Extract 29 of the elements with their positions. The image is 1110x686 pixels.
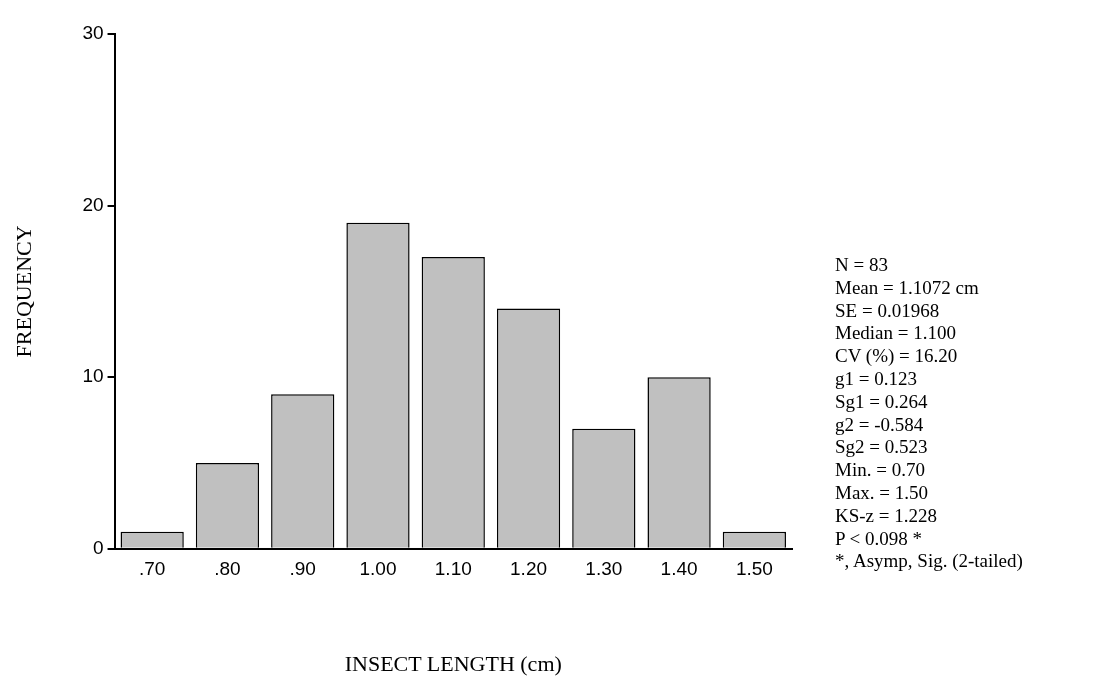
y-tick-label: 0 <box>92 537 104 559</box>
x-tick-label: 1.50 <box>735 558 773 580</box>
text: P < 0.098 * <box>835 527 924 551</box>
y-axis-title: FREQUENCY <box>10 225 36 358</box>
x-tick-label: 1.40 <box>660 558 698 580</box>
text: g1 = 0.123 <box>835 367 918 391</box>
y-tick-label: 30 <box>82 22 104 44</box>
text: Max. = 1.50 <box>835 481 930 505</box>
x-tick-label: .90 <box>289 558 316 580</box>
text: Mean = 1.1072 cm <box>835 276 980 300</box>
text: *, Asymp, Sig. (2-tailed) <box>835 550 1023 574</box>
text: N = 83 <box>835 254 889 277</box>
x-axis-title: INSECT LENGTH (cm) <box>344 650 562 676</box>
text: SE = 0.01968 <box>835 299 941 323</box>
y-tick-label: 20 <box>82 193 104 215</box>
x-tick-label: .70 <box>138 558 166 580</box>
x-tick-label: 1.20 <box>510 558 548 580</box>
text: KS-z = 1.228 <box>835 504 938 528</box>
text: g2 = -0.584 <box>835 413 925 437</box>
x-tick-label: 1.00 <box>359 558 397 580</box>
text: Sg2 = 0.523 <box>835 436 929 460</box>
y-tick-label: 10 <box>82 365 104 387</box>
text: Median = 1.100 <box>835 322 957 346</box>
text: CV (%) = 16.20 <box>835 345 959 368</box>
text: Min. = 0.70 <box>835 459 926 482</box>
text: Sg1 = 0.264 <box>835 390 929 414</box>
x-tick-label: 1.10 <box>434 558 472 580</box>
x-tick-label: .80 <box>214 558 241 580</box>
x-tick-label: 1.30 <box>585 558 623 580</box>
